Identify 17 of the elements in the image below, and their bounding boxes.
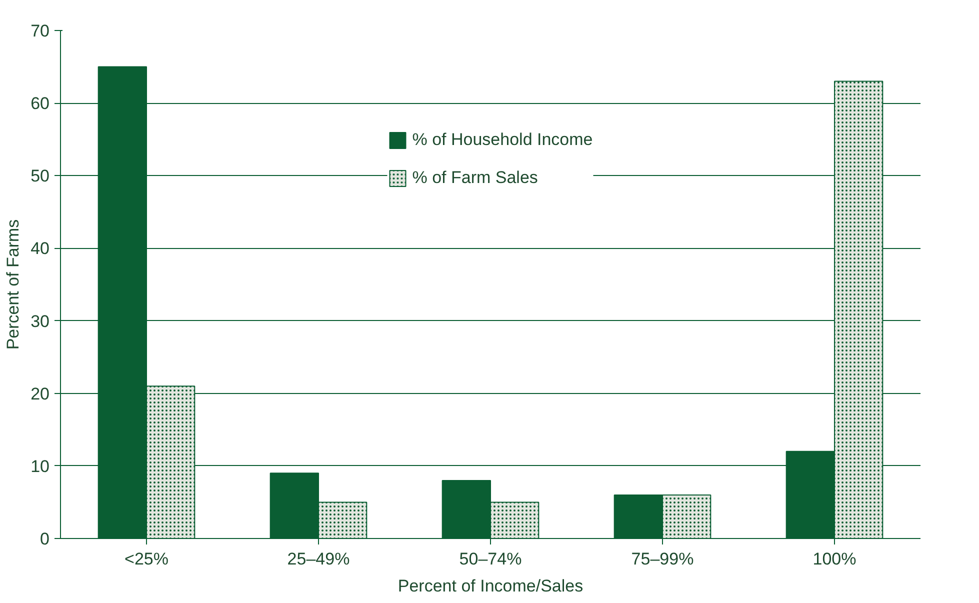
y-tick-label: 0	[40, 530, 50, 548]
y-axis-title: Percent of Farms	[4, 219, 23, 350]
x-tick-label: <25%	[124, 550, 168, 568]
y-tick-label: 40	[30, 239, 50, 258]
y-tick-label: 10	[30, 456, 50, 476]
x-tick-label: 25–49%	[287, 550, 350, 568]
x-tick-label: 75–99%	[631, 550, 694, 568]
x-tick-label: 50–74%	[459, 550, 522, 568]
legend-label: % of Household Income	[412, 130, 593, 150]
x-tick-label: 100%	[812, 550, 856, 568]
y-tick-label: 60	[30, 94, 50, 114]
legend-label: % of Farm Sales	[412, 168, 538, 188]
y-tick-label: 30	[30, 312, 50, 331]
y-tick-label: 70	[30, 22, 50, 40]
y-tick-label: 20	[30, 384, 50, 404]
y-tick-label: 50	[30, 166, 50, 186]
x-axis-title: Percent of Income/Sales	[398, 576, 584, 596]
